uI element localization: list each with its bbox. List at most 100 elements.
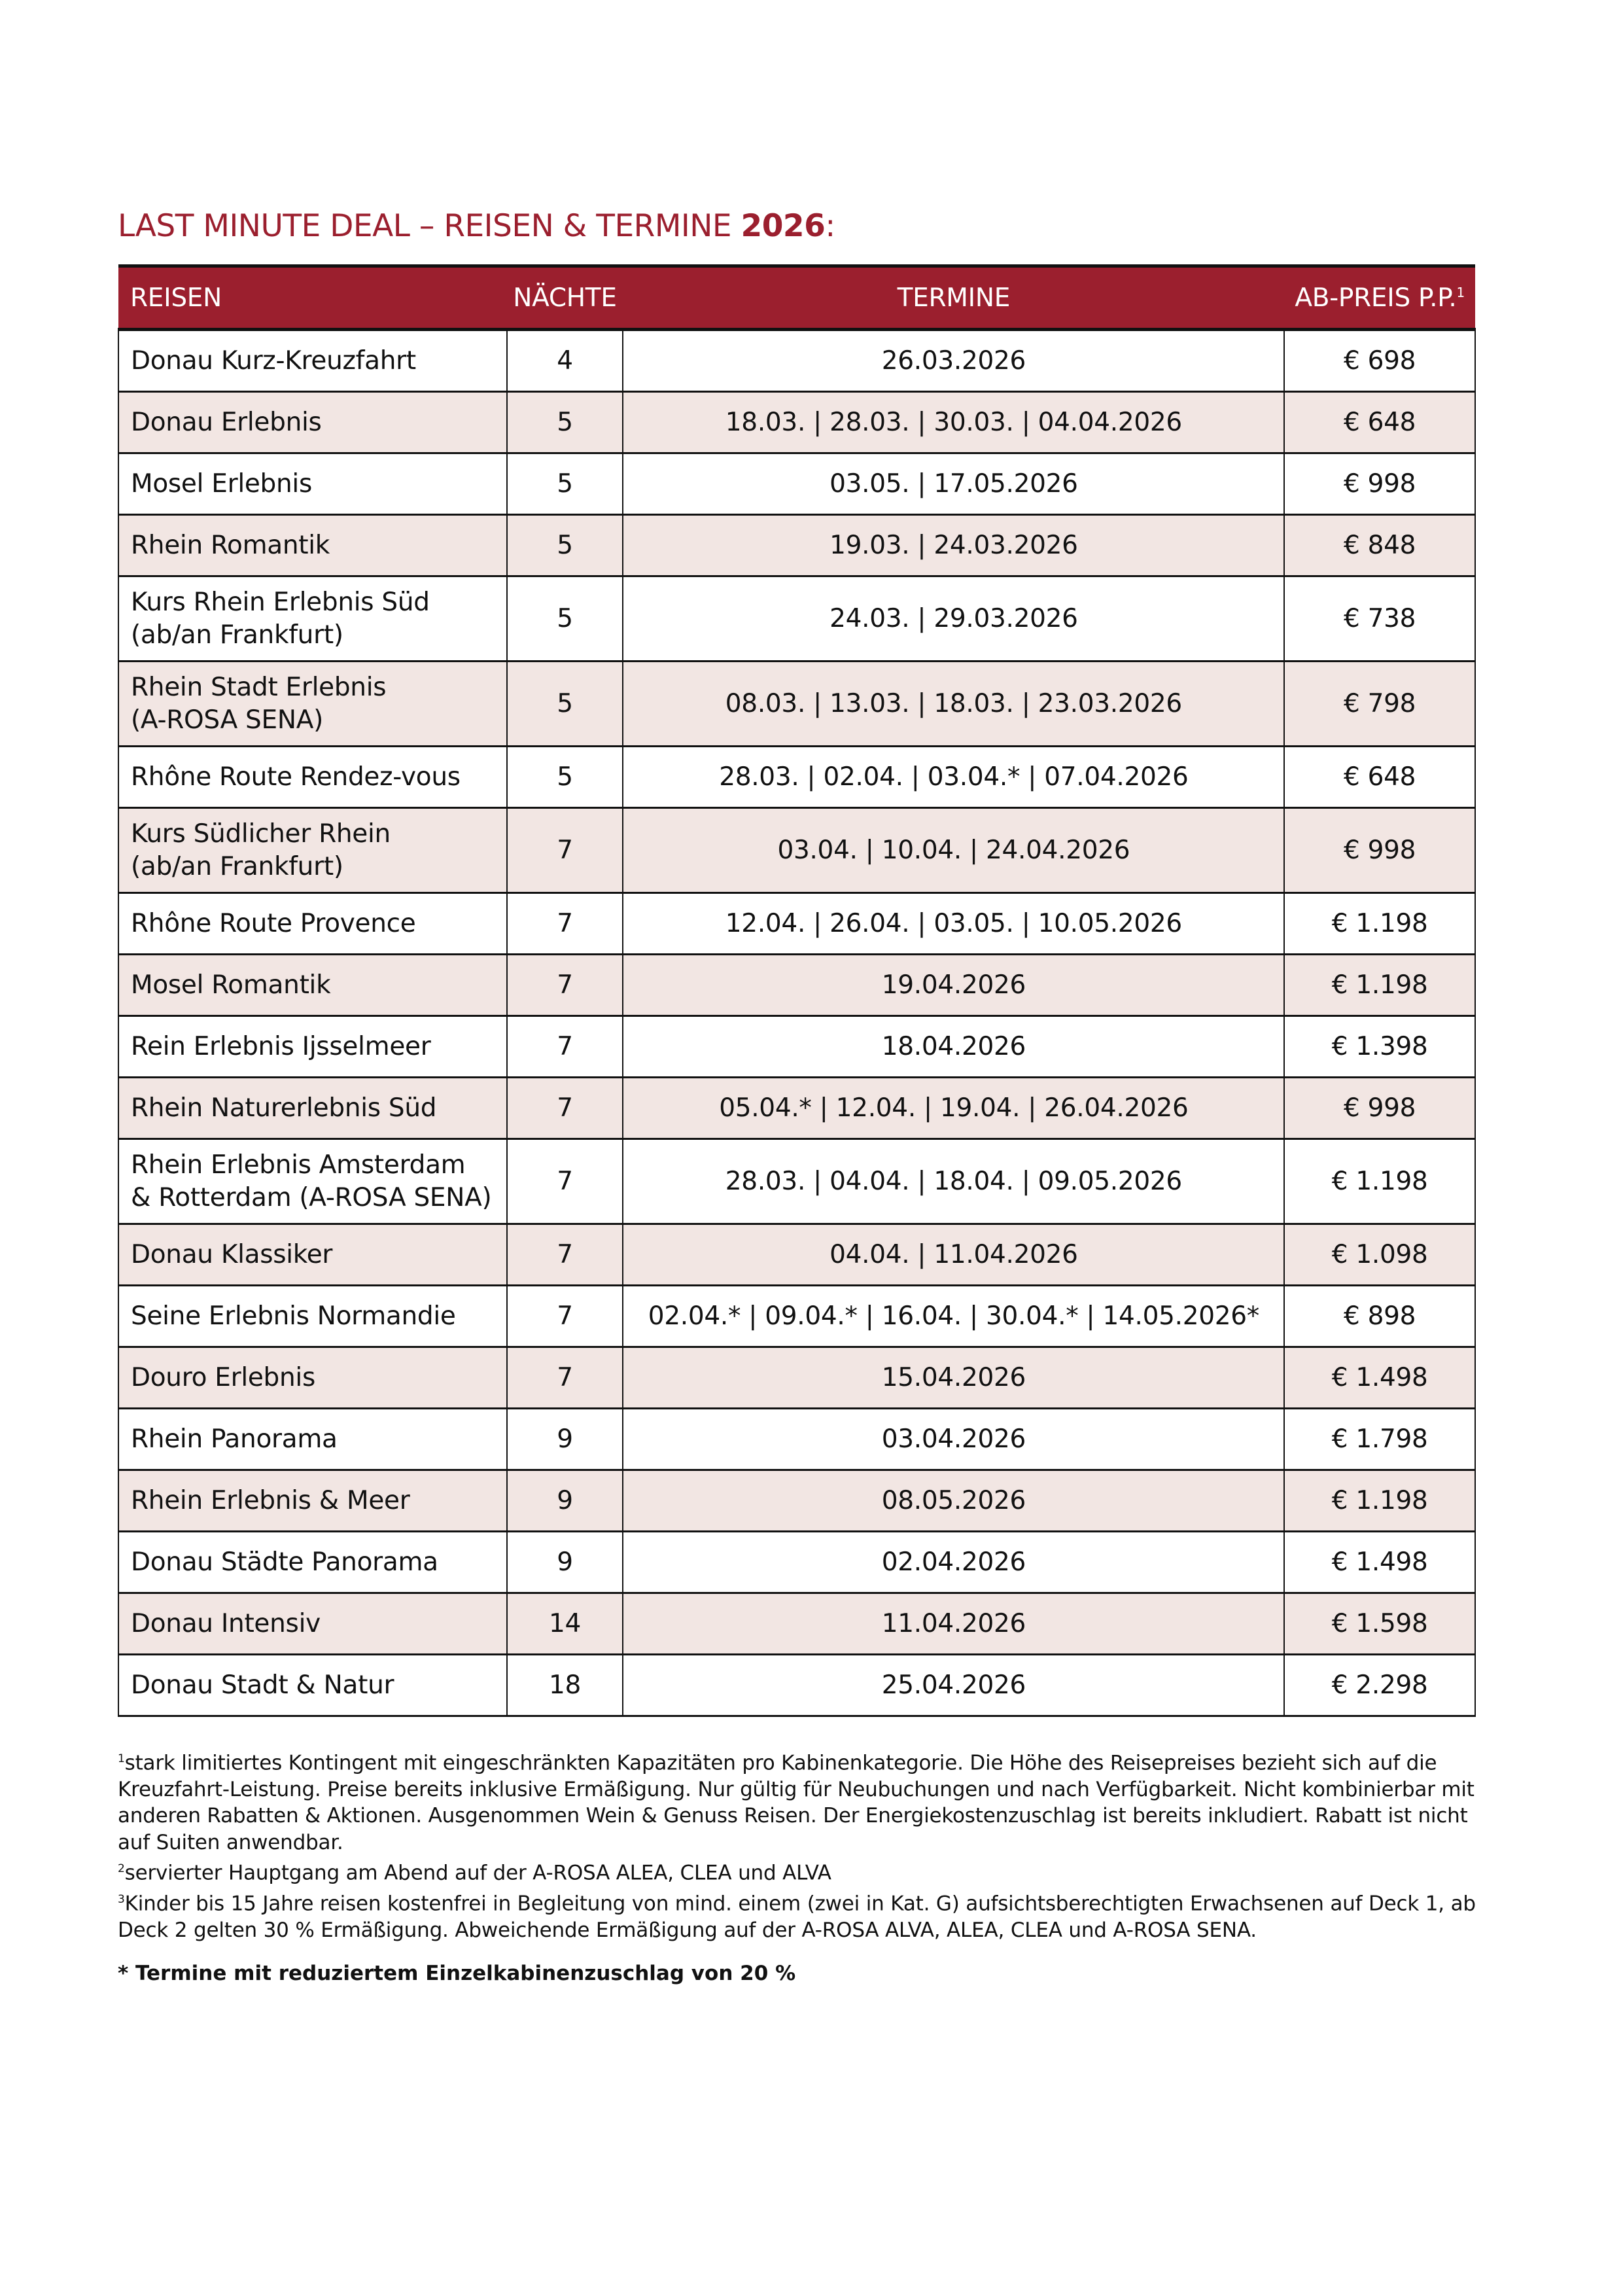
- table-row: Mosel Erlebnis 5 03.05. | 17.05.2026 € 998: [118, 452, 1476, 516]
- cell-naechte: 14: [506, 1592, 624, 1655]
- cell-termine: 08.05.2026: [622, 1469, 1285, 1532]
- table-row: Donau Klassiker 7 04.04. | 11.04.2026 € 1.0…: [118, 1223, 1476, 1286]
- cell-reise: Rhein Romantik: [118, 514, 508, 577]
- page-title: LAST MINUTE DEAL – REISEN & TERMINE 2026…: [118, 208, 835, 244]
- cell-preis: € 1.398: [1283, 1015, 1476, 1078]
- cell-naechte: 7: [506, 1015, 624, 1078]
- cell-reise: Rein Erlebnis Ijsselmeer: [118, 1015, 508, 1078]
- cell-reise: Rhône Route Provence: [118, 892, 508, 955]
- reise-name: Donau Erlebnis: [131, 407, 322, 437]
- cell-preis: € 1.198: [1283, 1138, 1476, 1225]
- reise-name: Rhône Route Provence: [131, 908, 416, 938]
- cell-termine: 03.05. | 17.05.2026: [622, 452, 1285, 516]
- cell-preis: € 1.598: [1283, 1592, 1476, 1655]
- header-preis-label: AB-PREIS P.P.: [1295, 283, 1457, 313]
- cell-naechte: 18: [506, 1653, 624, 1717]
- footnotes: 1stark limitiertes Kontingent mit einges…: [118, 1746, 1478, 1943]
- cell-preis: € 848: [1283, 514, 1476, 577]
- cell-naechte: 5: [506, 575, 624, 662]
- reise-name-line2: (ab/an Frankfurt): [131, 620, 343, 650]
- cell-termine: 25.04.2026: [622, 1653, 1285, 1717]
- reise-name: Rhône Route Rendez-vous: [131, 762, 461, 792]
- cell-preis: € 2.298: [1283, 1653, 1476, 1717]
- reise-name-line2: (A-ROSA SENA): [131, 705, 324, 735]
- footnote-ref: 1: [1456, 284, 1465, 300]
- reise-name: Donau Klassiker: [131, 1239, 333, 1269]
- cell-reise: Rhein Erlebnis & Meer: [118, 1469, 508, 1532]
- cell-reise: Donau Erlebnis: [118, 391, 508, 454]
- reise-name: Donau Städte Panorama: [131, 1547, 438, 1577]
- cell-naechte: 5: [506, 514, 624, 577]
- reise-name: Donau Intensiv: [131, 1608, 321, 1638]
- table-row: Rhein Stadt Erlebnis (A-ROSA SENA) 5 08.03.…: [118, 660, 1476, 747]
- table-row: Seine Erlebnis Normandie 7 02.04.* | 09.04…: [118, 1284, 1476, 1348]
- cell-preis: € 1.098: [1283, 1223, 1476, 1286]
- footnote: 2servierter Hauptgang am Abend auf der A…: [118, 1856, 1478, 1886]
- cell-termine: 26.03.2026: [622, 328, 1285, 393]
- reise-name-line2: & Rotterdam (A-ROSA SENA): [131, 1182, 492, 1212]
- reise-name-line2: (ab/an Frankfurt): [131, 851, 343, 881]
- cell-termine: 18.03. | 28.03. | 30.03. | 04.04.2026: [622, 391, 1285, 454]
- table-row: Rhône Route Rendez-vous 5 28.03. | 02.04. …: [118, 745, 1476, 809]
- cell-reise: Rhône Route Rendez-vous: [118, 745, 508, 809]
- cell-termine: 02.04.2026: [622, 1530, 1285, 1594]
- footnote-number: 3: [118, 1893, 125, 1907]
- title-text: LAST MINUTE DEAL – REISEN & TERMINE: [118, 208, 741, 244]
- cell-termine: 28.03. | 04.04. | 18.04. | 09.05.2026: [622, 1138, 1285, 1225]
- footnote-text: stark limitiertes Kontingent mit eingesc…: [118, 1751, 1475, 1854]
- cell-naechte: 9: [506, 1407, 624, 1471]
- cell-reise: Kurs Rhein Erlebnis Süd (ab/an Frankfurt): [118, 575, 508, 662]
- cell-preis: € 1.198: [1283, 892, 1476, 955]
- reise-name: Rhein Naturerlebnis Süd: [131, 1093, 437, 1123]
- table-row: Rhein Erlebnis Amsterdam & Rotterdam (A-R…: [118, 1138, 1476, 1225]
- cell-naechte: 7: [506, 1076, 624, 1140]
- table-row: Rhein Panorama 9 03.04.2026 € 1.798: [118, 1407, 1476, 1471]
- cell-termine: 02.04.* | 09.04.* | 16.04. | 30.04.* | 1…: [622, 1284, 1285, 1348]
- table-row: Kurs Rhein Erlebnis Süd (ab/an Frankfurt)…: [118, 575, 1476, 662]
- cell-reise: Mosel Romantik: [118, 953, 508, 1017]
- cell-preis: € 798: [1283, 660, 1476, 747]
- cell-naechte: 7: [506, 1346, 624, 1409]
- reise-name: Rhein Erlebnis & Meer: [131, 1485, 410, 1515]
- cell-reise: Mosel Erlebnis: [118, 452, 508, 516]
- cell-termine: 19.04.2026: [622, 953, 1285, 1017]
- cell-reise: Donau Intensiv: [118, 1592, 508, 1655]
- cell-naechte: 7: [506, 892, 624, 955]
- reise-name: Kurs Rhein Erlebnis Süd: [131, 587, 430, 617]
- cell-preis: € 998: [1283, 807, 1476, 894]
- cell-reise: Rhein Naturerlebnis Süd: [118, 1076, 508, 1140]
- cell-termine: 03.04.2026: [622, 1407, 1285, 1471]
- cell-reise: Donau Städte Panorama: [118, 1530, 508, 1594]
- cell-reise: Kurs Südlicher Rhein (ab/an Frankfurt): [118, 807, 508, 894]
- cell-naechte: 9: [506, 1530, 624, 1594]
- cell-preis: € 648: [1283, 391, 1476, 454]
- cell-reise: Seine Erlebnis Normandie: [118, 1284, 508, 1348]
- cell-naechte: 7: [506, 1223, 624, 1286]
- travel-dates-table: REISEN NÄCHTE TERMINE AB-PREIS P.P.1 Don…: [118, 264, 1476, 1717]
- reise-name: Donau Kurz-Kreuzfahrt: [131, 345, 416, 376]
- title-colon: :: [825, 208, 835, 244]
- footnote-number: 1: [118, 1752, 125, 1765]
- cell-naechte: 4: [506, 328, 624, 393]
- cell-reise: Douro Erlebnis: [118, 1346, 508, 1409]
- reise-name: Mosel Erlebnis: [131, 468, 312, 499]
- cell-naechte: 5: [506, 745, 624, 809]
- reise-name: Rein Erlebnis Ijsselmeer: [131, 1031, 431, 1061]
- cell-termine: 08.03. | 13.03. | 18.03. | 23.03.2026: [622, 660, 1285, 747]
- table-row: Donau Kurz-Kreuzfahrt 4 26.03.2026 € 698: [118, 328, 1476, 393]
- header-reisen: REISEN: [118, 264, 507, 331]
- table-row: Donau Erlebnis 5 18.03. | 28.03. | 30.03. …: [118, 391, 1476, 454]
- table-row: Rhein Naturerlebnis Süd 7 05.04.* | 12.04.…: [118, 1076, 1476, 1140]
- footnote: 1stark limitiertes Kontingent mit einges…: [118, 1746, 1478, 1856]
- table-row: Mosel Romantik 7 19.04.2026 € 1.198: [118, 953, 1476, 1017]
- cell-termine: 18.04.2026: [622, 1015, 1285, 1078]
- cell-preis: € 738: [1283, 575, 1476, 662]
- cell-preis: € 998: [1283, 1076, 1476, 1140]
- table-row: Rhein Erlebnis & Meer 9 08.05.2026 € 1.198: [118, 1469, 1476, 1532]
- table-row: Rhône Route Provence 7 12.04. | 26.04. | 0…: [118, 892, 1476, 955]
- single-cabin-note: * Termine mit reduziertem Einzelkabinenz…: [118, 1962, 796, 1985]
- cell-termine: 04.04. | 11.04.2026: [622, 1223, 1285, 1286]
- cell-naechte: 5: [506, 452, 624, 516]
- reise-name: Rhein Romantik: [131, 530, 330, 560]
- cell-reise: Donau Stadt & Natur: [118, 1653, 508, 1717]
